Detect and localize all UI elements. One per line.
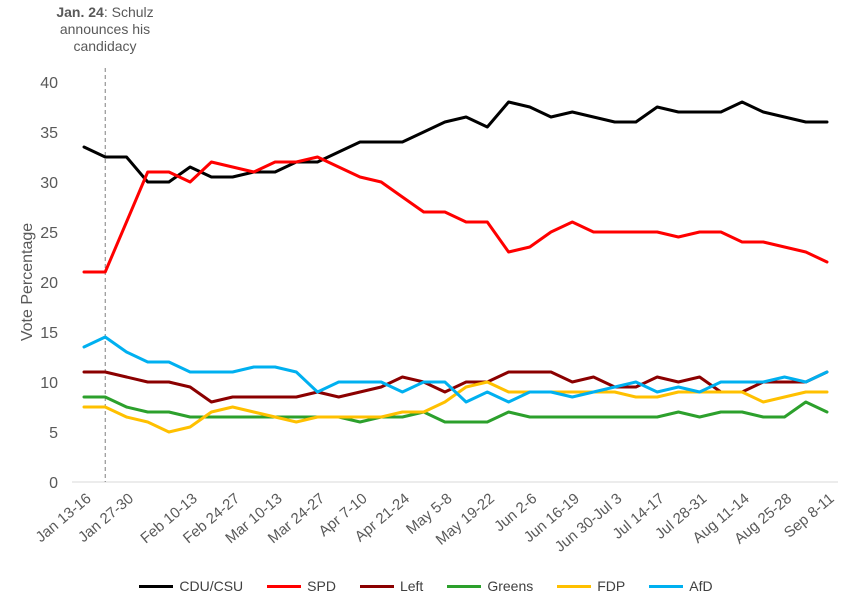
legend-swatch <box>267 584 302 588</box>
legend-item: CDU/CSU <box>139 578 243 594</box>
y-tick-label: 5 <box>49 425 58 442</box>
series-line-spd <box>82 155 829 274</box>
y-tick-label: 15 <box>40 325 58 342</box>
legend-label: CDU/CSU <box>179 578 244 594</box>
legend-swatch <box>447 584 482 588</box>
legend-label: Left <box>399 578 424 594</box>
y-tick-label: 10 <box>40 375 58 392</box>
series-line-left <box>82 370 829 404</box>
legend-label: FDP <box>597 578 626 594</box>
y-tick-label: 30 <box>40 175 58 192</box>
y-axis: 0 5 10 15 20 25 30 35 40 <box>40 75 58 492</box>
series-line-fdp <box>82 380 829 434</box>
y-tick-label: 25 <box>40 225 58 242</box>
legend-swatch <box>557 584 592 588</box>
legend: CDU/CSU SPD Left Greens FDP AfD <box>0 576 852 596</box>
legend-item: SPD <box>267 578 336 594</box>
legend-swatch <box>649 584 684 588</box>
y-axis-label: Vote Percentage <box>19 223 36 341</box>
y-tick-label: 20 <box>40 275 58 292</box>
legend-label: SPD <box>307 578 336 594</box>
legend-item: AfD <box>649 578 713 594</box>
y-tick-label: 40 <box>40 75 58 92</box>
legend-item: Left <box>359 578 424 594</box>
event-annotation: Jan. 24: Schulz announces his candidacy <box>30 4 180 55</box>
legend-swatch <box>139 584 174 588</box>
y-tick-label: 35 <box>40 125 58 142</box>
legend-item: Greens <box>447 578 533 594</box>
legend-label: Greens <box>487 578 534 594</box>
series-lines <box>82 100 829 434</box>
legend-item: FDP <box>557 578 625 594</box>
legend-label: AfD <box>689 578 713 594</box>
series-line-cdu-csu <box>82 100 829 184</box>
series-line-afd <box>82 335 829 404</box>
annotation-date: Jan. 24 <box>56 4 104 20</box>
series-line-greens <box>82 395 829 424</box>
annotation-text: : Schulz announces his candidacy <box>59 4 154 54</box>
y-tick-label: 0 <box>49 475 58 492</box>
legend-swatch <box>359 584 394 588</box>
